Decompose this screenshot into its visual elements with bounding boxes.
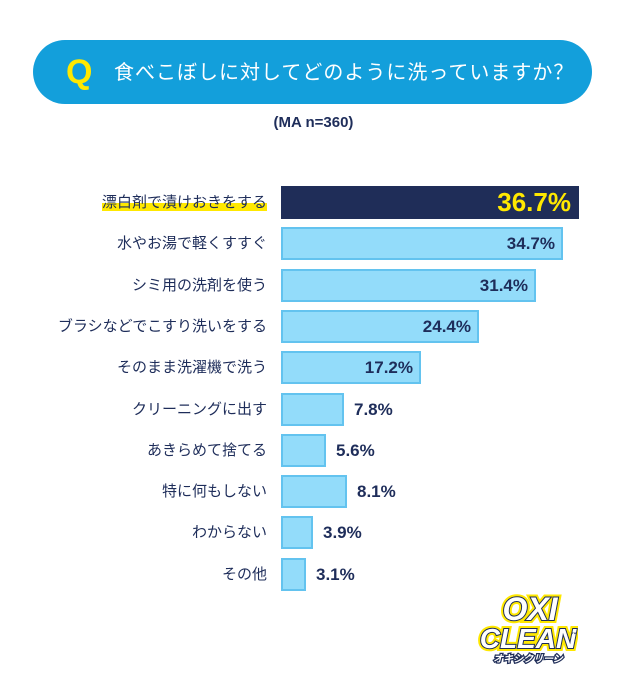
- category-label: シミ用の洗剤を使う: [131, 275, 267, 294]
- value-label: 3.9%: [323, 523, 362, 543]
- oxiclean-logo: OXI OXI CLEAN CLEAN オキシクリーン ™: [478, 588, 578, 666]
- bar: [281, 227, 563, 261]
- category-label: 漂白剤で漬けおきをする: [101, 193, 267, 211]
- svg-text:™: ™: [572, 632, 577, 638]
- category-label: そのまま洗濯機で洗う: [116, 358, 267, 377]
- chart-row: クリーニングに出す 7.8%: [0, 392, 627, 426]
- category-label: 特に何もしない: [161, 482, 267, 501]
- value-label: 17.2%: [364, 358, 413, 378]
- category-label: あきらめて捨てる: [146, 440, 267, 459]
- bar: [281, 475, 347, 509]
- svg-text:CLEAN: CLEAN: [480, 623, 577, 654]
- question-text: 食べこぼしに対してどのように洗っていますか？: [114, 60, 575, 84]
- chart-row: 水やお湯で軽くすすぐ 34.7%: [0, 227, 627, 261]
- value-label: 31.4%: [479, 275, 528, 295]
- svg-text:OXI: OXI: [502, 591, 558, 627]
- value-label: 7.8%: [354, 399, 393, 419]
- category-label: わからない: [191, 523, 267, 542]
- chart-row: 漂白剤で漬けおきをする 36.7%: [0, 186, 627, 219]
- category-label: クリーニングに出す: [131, 399, 267, 418]
- category-label: 水やお湯で軽くすすぐ: [116, 234, 267, 253]
- value-label: 5.6%: [336, 440, 375, 460]
- chart-row: あきらめて捨てる 5.6%: [0, 433, 627, 467]
- bar: [281, 351, 421, 385]
- value-label: 3.1%: [316, 564, 355, 584]
- chart-row: わからない 3.9%: [0, 516, 627, 550]
- chart-row: その他 3.1%: [0, 557, 627, 591]
- chart-row: ブラシなどでこすり洗いをする 24.4%: [0, 309, 627, 343]
- sample-note: (MA n=360): [273, 114, 354, 131]
- bar: [281, 557, 306, 591]
- value-label: 36.7%: [497, 187, 571, 217]
- bar: [281, 268, 536, 302]
- bar: [281, 392, 344, 426]
- q-icon: Q: [66, 53, 93, 91]
- bar: [281, 516, 313, 550]
- svg-text:CLEAN: CLEAN: [480, 623, 577, 654]
- chart-row: シミ用の洗剤を使う 31.4%: [0, 268, 627, 302]
- bar: [281, 309, 479, 343]
- svg-text:オキシクリーン: オキシクリーン: [493, 653, 563, 665]
- bar: [281, 186, 579, 219]
- value-label: 24.4%: [422, 316, 471, 336]
- category-label: その他: [221, 564, 267, 583]
- value-label: 34.7%: [506, 234, 555, 254]
- chart-row: そのまま洗濯機で洗う 17.2%: [0, 351, 627, 385]
- value-label: 8.1%: [357, 482, 396, 502]
- chart-row: 特に何もしない 8.1%: [0, 475, 627, 509]
- bar: [281, 433, 326, 467]
- svg-text:OXI: OXI: [502, 591, 558, 627]
- category-label: ブラシなどでこすり洗いをする: [57, 316, 267, 335]
- question-banner: [33, 40, 592, 104]
